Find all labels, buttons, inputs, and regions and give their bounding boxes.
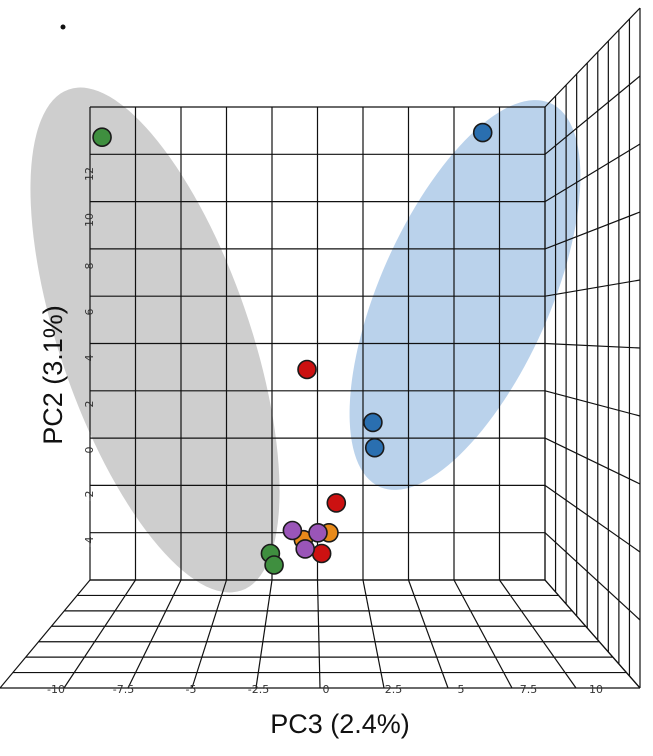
floor-grid-line bbox=[407, 579, 449, 689]
data-point bbox=[308, 522, 328, 543]
data-point bbox=[311, 543, 332, 564]
right-grid-hline bbox=[544, 75, 641, 155]
floor-grid bbox=[0, 579, 641, 689]
cluster-ellipses bbox=[30, 87, 581, 593]
data-point bbox=[282, 520, 303, 541]
data-point bbox=[364, 437, 385, 458]
floor-grid-line bbox=[255, 579, 273, 689]
y-tick-label: 4 bbox=[83, 355, 96, 362]
right-grid-hline bbox=[544, 143, 641, 203]
floor-grid-line bbox=[362, 579, 385, 689]
data-points bbox=[92, 122, 493, 575]
data-point bbox=[326, 493, 347, 513]
x-tick-label: -5 bbox=[186, 683, 197, 696]
right-grid-hline bbox=[544, 279, 641, 297]
data-point bbox=[92, 127, 112, 147]
x-tick-label: 2.5 bbox=[385, 683, 403, 696]
floor-grid-line bbox=[544, 579, 641, 689]
floor-grid-line bbox=[316, 579, 321, 689]
blue-cluster-ellipse bbox=[349, 100, 581, 490]
x-tick-label: -7.5 bbox=[113, 683, 134, 696]
right-grid-hline bbox=[544, 437, 641, 485]
data-point bbox=[297, 359, 317, 380]
right-grid-hline bbox=[544, 342, 641, 349]
x-tick-label: 0 bbox=[323, 683, 330, 696]
gray-cluster-ellipse bbox=[30, 87, 280, 593]
data-point bbox=[363, 412, 383, 433]
y-tick-labels: -4 -2 0 2 4 6 8 10 12 bbox=[83, 167, 96, 547]
right-grid-hline bbox=[544, 211, 641, 250]
floor-grid-line bbox=[63, 579, 137, 689]
y-tick-label: 0 bbox=[83, 447, 96, 454]
data-point bbox=[472, 122, 493, 143]
stray-dot bbox=[60, 24, 66, 30]
floor-grid-line bbox=[191, 579, 228, 689]
y-axis-title: PC2 (3.1%) bbox=[38, 305, 68, 445]
right-grid-hline bbox=[544, 484, 641, 553]
right-grid-hline bbox=[544, 532, 641, 621]
x-tick-label: 5 bbox=[458, 683, 465, 696]
right-grid-hline bbox=[544, 390, 641, 417]
floor-grid-line bbox=[499, 579, 577, 689]
y-tick-label: 2 bbox=[83, 401, 96, 408]
x-tick-label: -10 bbox=[47, 683, 65, 696]
data-point bbox=[264, 555, 284, 575]
x-tick-labels: -10 -7.5 -5 -2.5 0 2.5 5 7.5 10 bbox=[47, 683, 603, 696]
x-tick-label: 10 bbox=[589, 683, 603, 696]
y-tick-label: 10 bbox=[83, 213, 96, 227]
y-tick-label: -2 bbox=[83, 491, 96, 502]
floor-grid-line bbox=[0, 579, 91, 689]
data-point bbox=[295, 539, 315, 559]
right-grid-hline bbox=[544, 7, 641, 108]
y-tick-label: -4 bbox=[83, 537, 96, 548]
floor-grid-line bbox=[453, 579, 513, 689]
x-tick-label: -2.5 bbox=[248, 683, 269, 696]
x-tick-label: 7.5 bbox=[520, 683, 538, 696]
y-tick-label: 6 bbox=[83, 309, 96, 316]
x-axis-title: PC3 (2.4%) bbox=[270, 709, 410, 739]
y-tick-label: 12 bbox=[83, 167, 96, 181]
y-tick-label: 8 bbox=[83, 263, 96, 270]
floor-grid-line bbox=[127, 579, 182, 689]
